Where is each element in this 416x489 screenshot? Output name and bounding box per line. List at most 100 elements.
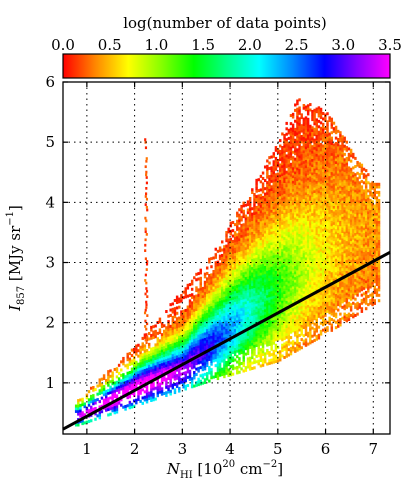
heatmap-cell — [328, 267, 331, 271]
heatmap-cell — [274, 316, 278, 320]
heatmap-cell — [272, 233, 276, 237]
heatmap-cell — [306, 255, 310, 259]
heatmap-cell — [186, 367, 190, 371]
heatmap-cell — [300, 319, 303, 323]
heatmap-cell — [270, 266, 273, 270]
heatmap-cell — [248, 205, 252, 209]
heatmap-cell — [283, 209, 286, 213]
heatmap-cell — [311, 315, 314, 319]
heatmap-cell — [218, 324, 222, 328]
heatmap-cell — [298, 152, 301, 156]
heatmap-cell — [311, 264, 314, 268]
heatmap-cell — [313, 279, 316, 283]
heatmap-cell — [296, 343, 299, 347]
heatmap-cell — [300, 208, 303, 212]
heatmap-cell — [287, 169, 291, 173]
heatmap-cell — [251, 269, 254, 273]
heatmap-cell — [199, 366, 202, 370]
heatmap-cell — [171, 359, 175, 363]
heatmap-cell — [317, 203, 321, 207]
heatmap-cell — [281, 167, 284, 171]
heatmap-cell — [309, 273, 312, 277]
heatmap-cell — [212, 291, 215, 295]
heatmap-cell — [263, 165, 267, 169]
heatmap-cell — [294, 179, 297, 183]
heatmap-cell — [201, 332, 205, 336]
heatmap-cell — [233, 247, 237, 251]
heatmap-cell — [223, 272, 226, 276]
heatmap-cell — [180, 356, 183, 360]
heatmap-cell — [272, 295, 276, 299]
heatmap-cell — [298, 147, 301, 151]
heatmap-cell — [287, 147, 291, 151]
heatmap-cell — [233, 260, 237, 264]
heatmap-cell — [216, 328, 220, 332]
heatmap-cell — [160, 343, 164, 347]
heatmap-cell — [281, 246, 284, 250]
heatmap-cell — [283, 274, 286, 278]
heatmap-cell — [261, 190, 265, 194]
heatmap-cell — [289, 341, 293, 345]
heatmap-cell — [324, 145, 327, 149]
heatmap-cell — [223, 247, 226, 251]
heatmap-cell — [113, 408, 117, 412]
heatmap-cell — [190, 344, 194, 348]
heatmap-cell — [306, 169, 310, 173]
heatmap-cell — [306, 104, 310, 108]
heatmap-cell — [274, 208, 278, 212]
heatmap-cell — [195, 340, 198, 344]
heatmap-cell — [298, 244, 301, 248]
heatmap-cell — [150, 355, 153, 359]
heatmap-cell — [135, 398, 138, 402]
heatmap-cell — [319, 153, 323, 157]
heatmap-cell — [309, 170, 312, 174]
heatmap-cell — [199, 358, 202, 362]
heatmap-cell — [180, 313, 183, 317]
heatmap-cell — [79, 403, 82, 407]
heatmap-cell — [152, 352, 155, 356]
heatmap-cell — [300, 273, 303, 277]
heatmap-cell — [317, 222, 321, 226]
heatmap-cell — [221, 297, 224, 301]
heatmap-cell — [231, 310, 235, 314]
heatmap-cell — [143, 395, 147, 399]
heatmap-cell — [328, 316, 331, 320]
heatmap-cell — [283, 190, 286, 194]
heatmap-cell — [296, 280, 299, 284]
heatmap-cell — [300, 148, 303, 152]
heatmap-cell — [270, 187, 273, 191]
heatmap-cell — [221, 240, 224, 244]
heatmap-cell — [238, 257, 241, 261]
heatmap-cell — [300, 324, 303, 328]
heatmap-cell — [257, 267, 260, 271]
heatmap-cell — [279, 269, 282, 273]
heatmap-cell — [178, 386, 181, 390]
heatmap-cell — [315, 183, 318, 187]
heatmap-cell — [300, 170, 303, 174]
heatmap-cell — [132, 364, 136, 368]
heatmap-cell — [283, 155, 286, 159]
heatmap-cell — [317, 168, 321, 172]
heatmap-cell — [270, 301, 273, 305]
heatmap-cell — [304, 151, 308, 155]
heatmap-cell — [317, 252, 321, 256]
heatmap-cell — [272, 279, 276, 283]
heatmap-cell — [300, 129, 303, 133]
heatmap-cell — [248, 226, 252, 230]
heatmap-cell — [195, 343, 198, 347]
heatmap-cell — [298, 187, 301, 191]
heatmap-cell — [326, 215, 329, 219]
heatmap-cell — [311, 237, 314, 241]
heatmap-cell — [182, 296, 185, 300]
heatmap-cell — [300, 172, 303, 176]
heatmap-cell — [306, 250, 310, 254]
heatmap-cell — [227, 373, 230, 377]
heatmap-cell — [223, 372, 226, 376]
heatmap-cell — [287, 153, 291, 157]
heatmap-cell — [193, 341, 196, 345]
heatmap-cell — [279, 225, 282, 229]
heatmap-cell — [321, 166, 325, 170]
heatmap-cell — [298, 128, 301, 132]
heatmap-cell — [319, 129, 323, 133]
heatmap-cell — [244, 322, 248, 326]
